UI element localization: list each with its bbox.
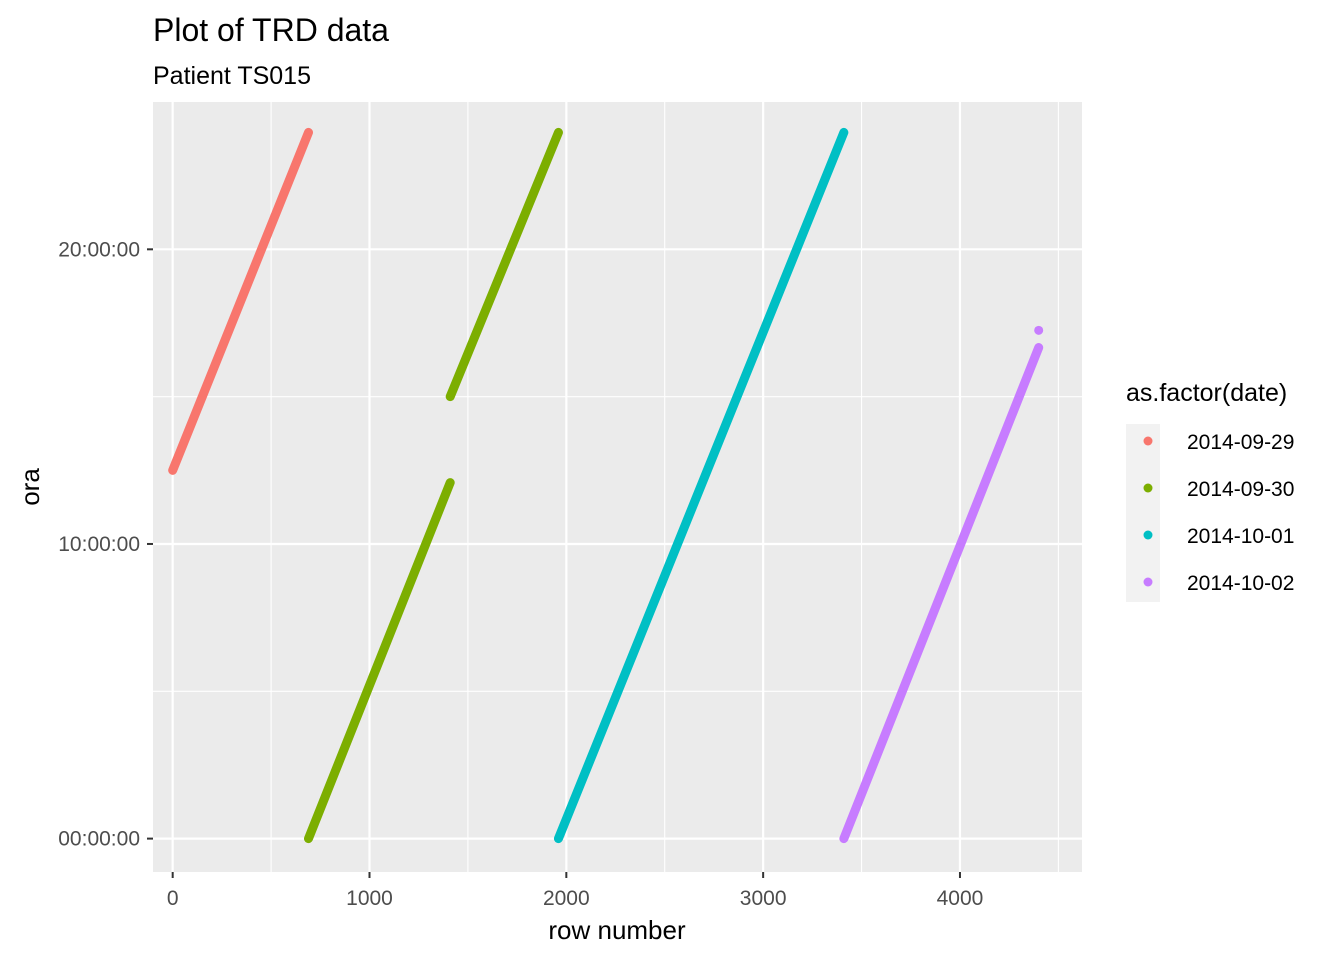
legend-items: 2014-09-29 2014-09-30 2014-10-01 2014-10-02 <box>1143 431 1294 595</box>
legend-label: 2014-10-02 <box>1187 572 1294 595</box>
y-tick-label: 20:00:00 <box>58 238 140 261</box>
point-run <box>303 478 455 844</box>
x-tick-label: 3000 <box>740 887 787 910</box>
point-run <box>168 127 313 475</box>
axis-ticks: 0 1000 2000 3000 4000 00:00:00 10:00:00 20:00:0… <box>58 238 983 910</box>
x-tick-label: 1000 <box>346 887 393 910</box>
x-tick-label: 0 <box>167 887 179 910</box>
legend-label: 2014-09-30 <box>1187 478 1294 501</box>
x-axis-title: row number <box>548 915 686 945</box>
legend-key <box>1143 436 1153 446</box>
legend-key <box>1143 483 1153 493</box>
plot-panel <box>153 102 1082 872</box>
chart-subtitle: Patient TS015 <box>153 62 311 90</box>
legend-label: 2014-09-29 <box>1187 431 1294 454</box>
data-layer <box>168 127 1044 844</box>
legend-key-panel <box>1126 424 1160 602</box>
chart-title: Plot of TRD data <box>153 12 389 48</box>
legend-title: as.factor(date) <box>1126 379 1287 407</box>
x-tick-label: 2000 <box>543 887 590 910</box>
legend-key <box>1143 530 1153 540</box>
legend: as.factor(date) 2014-09-292014-09-302014… <box>1126 379 1294 602</box>
point <box>1034 325 1044 335</box>
series-2014-10-01 <box>553 127 849 844</box>
series-2014-09-30 <box>303 127 563 844</box>
series-2014-09-29 <box>168 127 313 475</box>
grid-major <box>153 102 1082 872</box>
point-run <box>839 343 1044 844</box>
series-2014-10-02 <box>839 325 1044 844</box>
y-tick-label: 00:00:00 <box>58 828 140 851</box>
legend-key <box>1143 577 1153 587</box>
y-axis-title: ora <box>15 468 45 506</box>
legend-label: 2014-10-01 <box>1187 525 1294 548</box>
point-run <box>553 127 849 844</box>
x-tick-label: 4000 <box>937 887 984 910</box>
y-tick-label: 10:00:00 <box>58 533 140 556</box>
point-run <box>445 127 563 402</box>
